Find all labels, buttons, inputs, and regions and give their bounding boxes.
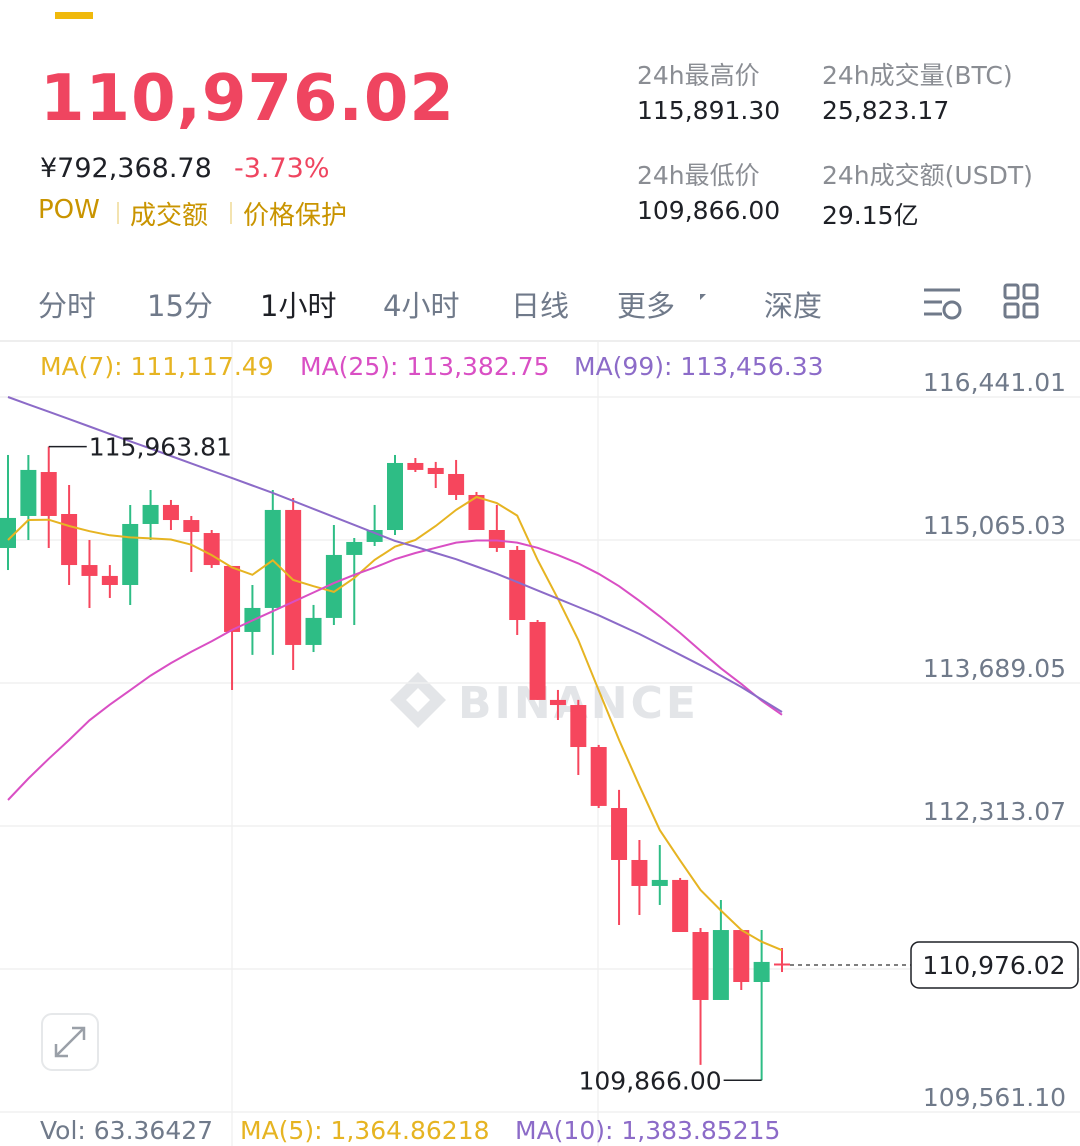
candle-body: [81, 565, 98, 576]
candle-body: [611, 808, 628, 860]
candle-body: [529, 621, 546, 700]
stat-label: 24h成交量(BTC): [822, 61, 1013, 90]
candle-body: [570, 705, 587, 748]
tag[interactable]: 成交额: [130, 201, 209, 231]
stat-value: 29.15亿: [822, 201, 919, 230]
y-tick-label: 109,561.10: [923, 1083, 1066, 1112]
candle-body: [162, 504, 179, 521]
candle-body: [346, 541, 363, 555]
candle-body: [509, 549, 526, 621]
candle-body: [631, 859, 648, 886]
candle-body: [387, 462, 403, 531]
price-change: -3.73%: [234, 153, 330, 184]
candle-body: [692, 932, 709, 1000]
cny-price: ¥792,368.78: [40, 153, 212, 184]
candles: [0, 446, 790, 1081]
candle-body: [448, 473, 465, 495]
candle-body: [0, 517, 16, 548]
stat-value: 25,823.17: [822, 96, 950, 125]
candle-body: [122, 523, 139, 585]
last-price-label: 110,976.02: [922, 951, 1065, 980]
candle-body: [672, 879, 689, 933]
divider: [117, 202, 119, 224]
stat-label: 24h最低价: [637, 161, 760, 190]
candle-body: [590, 747, 607, 806]
candle-body: [549, 699, 566, 706]
tab[interactable]: 1小时: [260, 289, 337, 323]
stat-label: 24h成交额(USDT): [822, 161, 1033, 190]
stat-value: 109,866.00: [637, 196, 781, 225]
settings-icon[interactable]: [920, 282, 964, 322]
divider: [230, 202, 232, 224]
candle-body: [61, 514, 78, 566]
volume-ma: MA(10): 1,383.85215: [515, 1116, 781, 1145]
max-label: 115,963.81: [89, 433, 232, 462]
y-tick-label: 113,689.05: [923, 654, 1066, 683]
candle-body: [203, 533, 220, 566]
tab[interactable]: 4小时: [383, 289, 460, 323]
volume-ma: MA(5): 1,364.86218: [240, 1116, 490, 1145]
ma-line: [7, 539, 783, 801]
stat-label: 24h最高价: [637, 61, 760, 90]
tab[interactable]: 更多: [617, 289, 676, 323]
volume: Vol: 63.36427: [40, 1116, 214, 1145]
candle-body: [733, 930, 750, 982]
y-tick-label: 116,441.01: [923, 368, 1066, 397]
legend-entry: MA(25): 113,382.75: [300, 352, 550, 381]
candle-body: [40, 472, 57, 516]
candle-body: [488, 530, 505, 548]
stat-value: 115,891.30: [637, 96, 781, 125]
y-tick-label: 112,313.07: [923, 797, 1066, 826]
expand-icon: [54, 1026, 86, 1058]
candle-body: [753, 961, 770, 982]
tab[interactable]: 日线: [511, 289, 570, 323]
dropdown-arrow: [700, 294, 706, 300]
candle-body: [264, 509, 281, 608]
watermark-logo: [390, 672, 446, 728]
candle-body: [366, 530, 383, 542]
tab[interactable]: 分时: [38, 289, 97, 323]
tab[interactable]: 15分: [147, 289, 213, 323]
tab[interactable]: 深度: [764, 289, 823, 323]
tag[interactable]: POW: [38, 195, 100, 225]
candle-body: [712, 930, 729, 1000]
candle-body: [142, 504, 159, 524]
min-label: 109,866.00: [578, 1066, 721, 1095]
last-price-box: [910, 941, 1079, 989]
candle-body: [427, 467, 444, 474]
candle-body: [468, 494, 485, 531]
layout-icon[interactable]: [1002, 282, 1042, 322]
candle-body: [224, 565, 241, 632]
ma-line: [7, 495, 783, 952]
legend-entry: MA(99): 113,456.33: [574, 352, 824, 381]
candle-body: [305, 617, 322, 645]
candle-body: [651, 879, 668, 886]
candle-body: [183, 520, 200, 532]
candle-body: [20, 469, 37, 516]
candle-body: [101, 575, 118, 585]
tag[interactable]: 价格保护: [243, 201, 348, 231]
last-price: 110,976.02: [40, 62, 455, 136]
ma-line: [7, 396, 783, 713]
candle-body: [285, 509, 302, 645]
candle-body: [325, 554, 342, 618]
y-tick-label: 115,065.03: [923, 511, 1066, 540]
legend-entry: MA(7): 111,117.49: [40, 352, 274, 381]
candle-body: [774, 963, 790, 966]
accent-bar: [55, 12, 93, 19]
candle-body: [407, 462, 424, 470]
